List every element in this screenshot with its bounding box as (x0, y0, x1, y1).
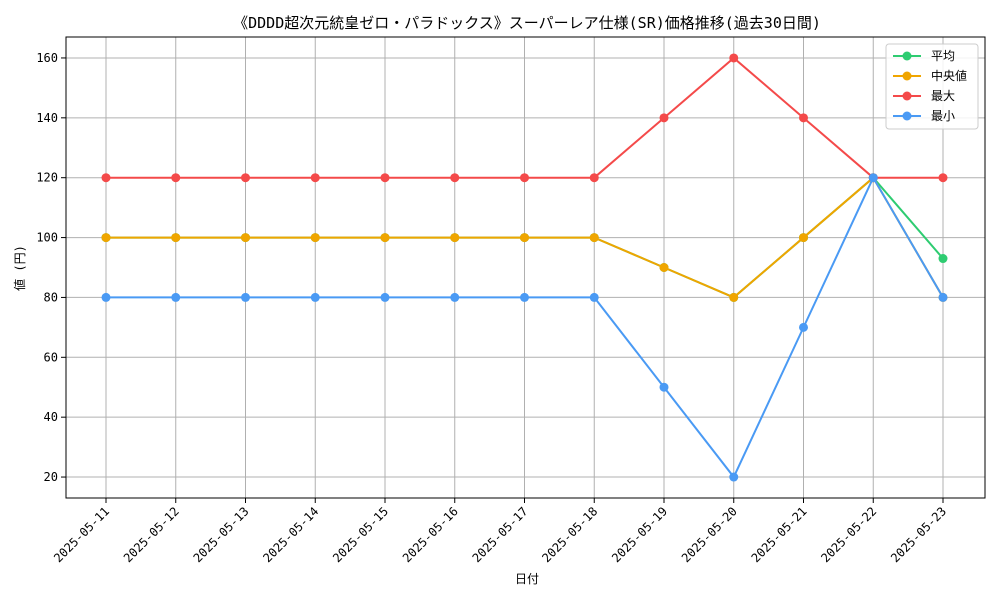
x-tick-label: 2025-05-19 (609, 504, 670, 565)
data-point-series-2 (450, 173, 460, 183)
data-point-series-3 (868, 173, 878, 183)
data-point-series-1 (589, 233, 599, 243)
data-point-series-3 (450, 292, 460, 302)
data-point-series-1 (729, 292, 739, 302)
plot-frame (65, 36, 986, 499)
y-tick-label: 80 (44, 290, 58, 304)
x-tick-label: 2025-05-15 (330, 504, 391, 565)
y-tick-label: 140 (36, 111, 58, 125)
x-tick-label: 2025-05-12 (121, 504, 182, 565)
data-point-series-1 (380, 233, 390, 243)
legend-label-0: 平均 (931, 49, 955, 63)
data-point-series-2 (380, 173, 390, 183)
data-point-series-3 (101, 292, 111, 302)
data-point-series-2 (101, 173, 111, 183)
data-point-series-2 (589, 173, 599, 183)
data-point-series-3 (310, 292, 320, 302)
data-point-series-2 (310, 173, 320, 183)
grid-lines (66, 37, 985, 498)
legend-label-3: 最小 (931, 109, 955, 123)
y-tick-label: 160 (36, 51, 58, 65)
legend-marker-2 (902, 91, 912, 101)
data-point-series-2 (520, 173, 529, 183)
legend-marker-3 (902, 111, 912, 121)
data-point-series-2 (171, 173, 181, 183)
data-point-series-2 (659, 113, 669, 123)
data-point-series-3 (520, 292, 529, 302)
y-tick-label: 120 (36, 171, 58, 185)
x-tick-label: 2025-05-23 (888, 504, 949, 565)
data-point-series-2 (729, 53, 739, 63)
x-tick-label: 2025-05-17 (470, 504, 531, 565)
data-point-series-0 (938, 254, 948, 264)
y-tick-label: 60 (44, 350, 58, 364)
data-point-series-3 (659, 382, 669, 392)
x-tick-label: 2025-05-16 (400, 504, 461, 565)
x-tick-label: 2025-05-14 (260, 504, 321, 565)
data-point-series-3 (241, 292, 250, 302)
chart-title: 《DDDD超次元統皇ゼロ・パラドックス》スーパーレア仕様(SR)価格推移(過去3… (233, 14, 821, 32)
data-point-series-3 (380, 292, 390, 302)
x-tick-label: 2025-05-22 (818, 504, 879, 565)
y-tick-label: 40 (44, 410, 58, 424)
data-point-series-1 (450, 233, 460, 243)
series-layer (101, 53, 948, 482)
legend-label-1: 中央値 (931, 68, 967, 83)
data-point-series-3 (938, 292, 948, 302)
legend-box (885, 43, 979, 130)
y-tick-label: 100 (36, 231, 58, 245)
x-tick-label: 2025-05-21 (749, 504, 810, 565)
data-point-series-3 (729, 472, 739, 482)
data-point-series-3 (171, 292, 181, 302)
x-tick-label: 2025-05-18 (539, 504, 600, 565)
x-axis-label: 日付 (515, 572, 539, 586)
data-point-series-1 (101, 233, 111, 243)
data-point-series-1 (520, 233, 529, 243)
data-point-series-2 (799, 113, 808, 123)
legend-marker-0 (902, 51, 912, 61)
data-point-series-1 (799, 233, 808, 243)
y-axis-label: 値 (円) (12, 245, 27, 291)
y-tick-label: 20 (44, 470, 58, 484)
data-point-series-1 (171, 233, 181, 243)
x-tick-label: 2025-05-11 (51, 504, 112, 565)
data-point-series-1 (659, 263, 669, 272)
x-tick-label: 2025-05-20 (679, 504, 740, 565)
data-point-series-3 (799, 322, 808, 332)
x-tick-label: 2025-05-13 (191, 504, 252, 565)
data-point-series-1 (310, 233, 320, 243)
data-point-series-3 (589, 292, 599, 302)
data-point-series-2 (241, 173, 250, 183)
legend-label-2: 最大 (931, 89, 955, 103)
data-point-series-2 (938, 173, 948, 183)
legend-marker-1 (902, 71, 912, 81)
data-point-series-1 (241, 233, 250, 243)
